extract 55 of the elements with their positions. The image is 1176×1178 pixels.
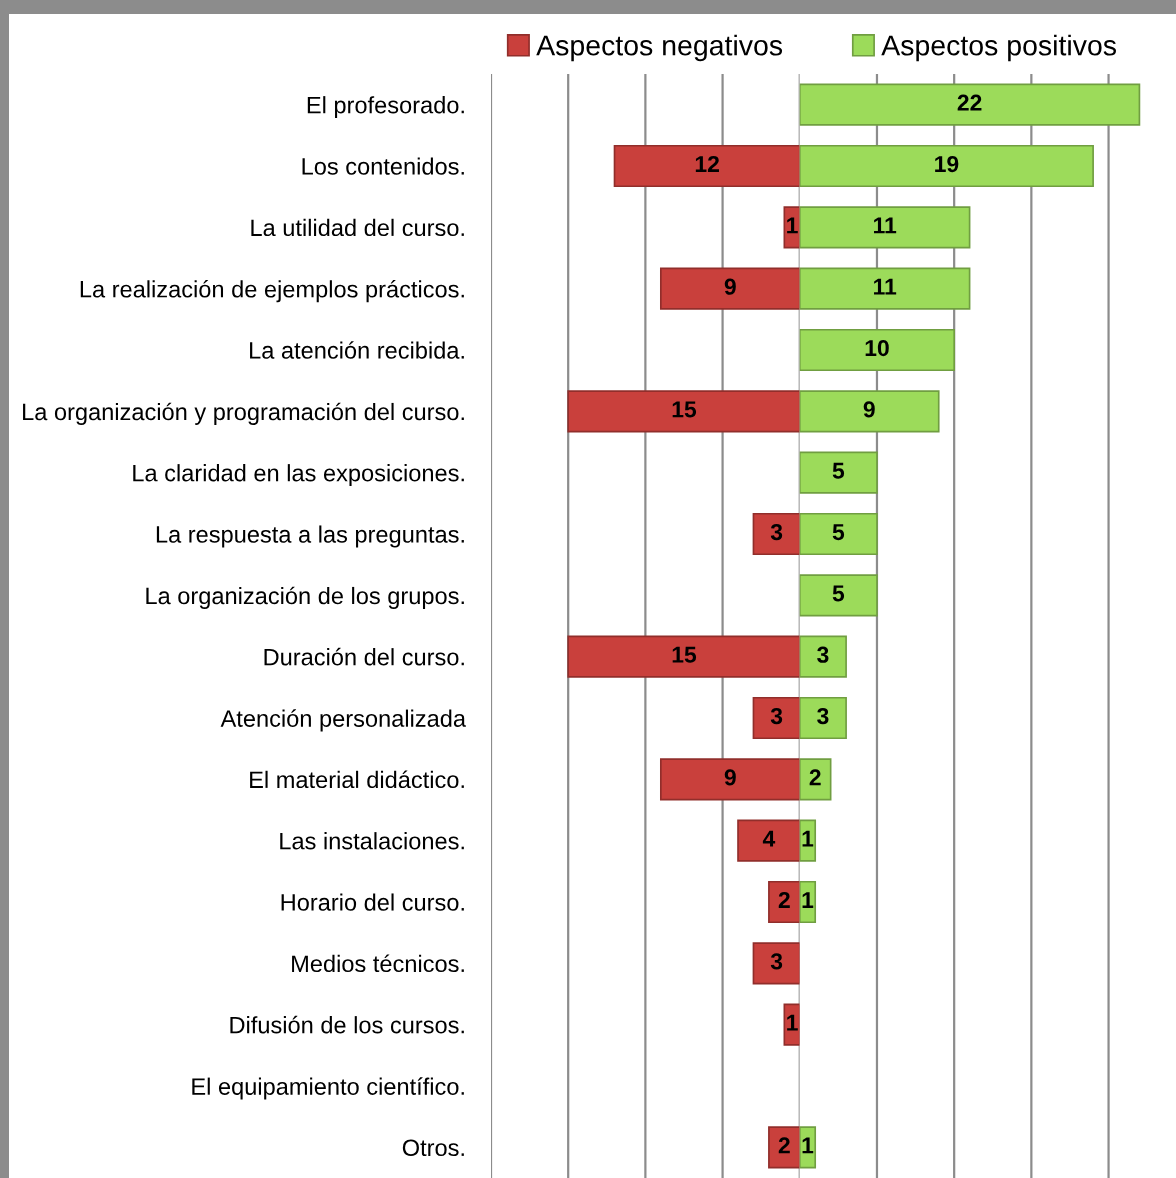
data-label: 11 [874, 278, 897, 295]
data-label: 5 [832, 462, 845, 479]
data-label: 3 [770, 707, 783, 725]
y-tick-label: La atención recibida. [250, 341, 464, 359]
y-tick-label: La claridad en las exposiciones. [133, 464, 464, 487]
data-label: 11 [874, 217, 897, 234]
data-label: 5 [832, 524, 845, 541]
y-tick-label: Medios técnicos. [292, 954, 464, 973]
data-label: 22 [957, 94, 982, 111]
bar [799, 574, 878, 617]
data-label: 9 [724, 278, 736, 295]
bar [752, 942, 800, 985]
data-label: 3 [817, 646, 829, 663]
y-tick-label: El material didáctico. [250, 770, 464, 789]
y-tick-label: Los contenidos. [302, 157, 464, 175]
bar [799, 635, 847, 678]
data-label: 15 [672, 646, 697, 663]
y-tick-label: Las instalaciones. [280, 832, 464, 850]
data-label: 9 [724, 769, 736, 786]
data-label: 12 [695, 155, 719, 172]
data-label: 2 [809, 769, 821, 786]
data-label: 9 [863, 401, 875, 418]
data-label: 1 [787, 217, 798, 234]
y-tick-label: Otros. [402, 1139, 464, 1157]
y-tick-label: El equipamiento científico. [192, 1077, 464, 1100]
bar [799, 451, 878, 494]
y-tick-label: La realización de ejemplos prácticos. [80, 279, 464, 303]
bar [799, 758, 832, 801]
data-label: 1 [787, 1014, 798, 1031]
bar [799, 328, 956, 372]
y-tick-label: Atención personalizada [220, 709, 467, 732]
data-label: 10 [865, 339, 889, 357]
y-tick-label: Difusión de los cursos. [230, 1015, 464, 1034]
data-label: 1 [802, 1137, 814, 1154]
data-label: 15 [672, 401, 697, 418]
data-label: 1 [802, 830, 814, 847]
legend-label: Aspectos positivos [881, 34, 1116, 62]
bar [799, 83, 1141, 126]
data-label: 3 [770, 953, 783, 970]
data-label: 2 [778, 1137, 790, 1154]
data-label: 2 [778, 891, 790, 908]
y-tick-label: La utilidad del curso. [251, 218, 464, 237]
y-tick-label: La organización de los grupos. [146, 586, 464, 609]
data-label: 3 [770, 523, 783, 541]
y-tick-label: Duración del curso. [264, 647, 464, 666]
legend-label: Aspectos negativos [536, 34, 783, 62]
data-label: 19 [935, 155, 959, 173]
y-tick-label: El profesorado. [307, 96, 464, 119]
y-tick-label: La respuesta a las preguntas. [156, 525, 464, 548]
data-label: 5 [832, 585, 845, 602]
data-label: 3 [817, 707, 829, 725]
data-label: 4 [762, 830, 776, 847]
y-tick-label: Horario del curso. [281, 893, 464, 911]
data-label: 1 [802, 892, 814, 908]
y-tick-label: La organización y programación del curso. [23, 402, 464, 425]
